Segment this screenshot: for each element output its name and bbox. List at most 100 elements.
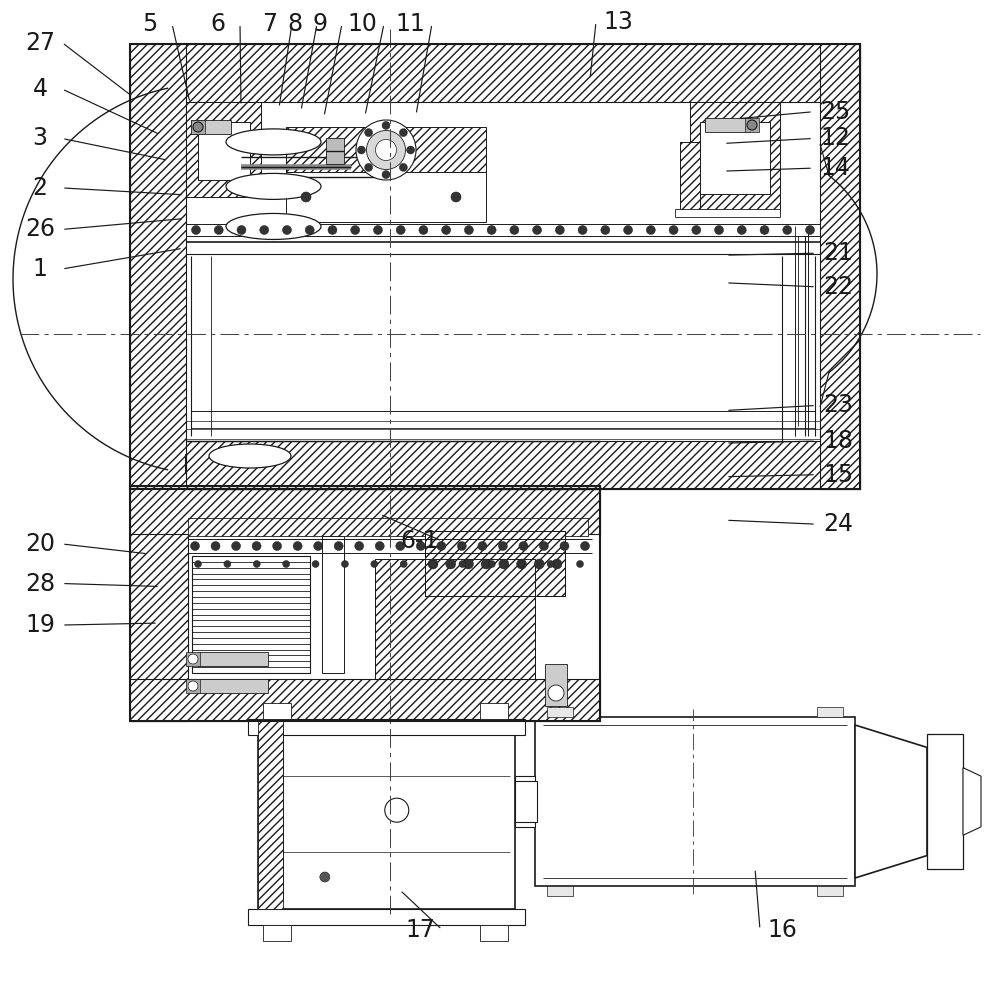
Text: 2: 2 [32,176,48,200]
Circle shape [576,561,584,568]
Circle shape [669,225,678,234]
Circle shape [214,225,223,234]
Circle shape [407,146,415,154]
Bar [186,652,200,666]
Bar [191,120,231,134]
Text: 16: 16 [767,918,797,942]
Text: 28: 28 [25,572,55,595]
Circle shape [396,542,405,551]
Bar [425,531,565,596]
Circle shape [692,225,701,234]
Bar [700,122,770,194]
Text: 25: 25 [820,100,850,124]
Bar [186,102,261,197]
Circle shape [355,542,364,551]
Circle shape [430,561,437,568]
Text: 10: 10 [347,12,377,36]
Circle shape [224,561,231,568]
Bar [198,652,268,666]
Text: 15: 15 [823,463,853,487]
Bar [191,120,205,134]
Circle shape [190,542,200,551]
Circle shape [517,559,527,569]
Text: 1: 1 [33,257,47,281]
Circle shape [463,559,473,569]
Circle shape [419,225,428,234]
Text: 8: 8 [287,12,303,36]
Bar [680,142,700,212]
Bar [263,703,291,719]
Text: 19: 19 [25,613,55,637]
Bar [690,102,780,212]
Text: 21: 21 [823,241,853,265]
Bar [820,44,860,489]
Circle shape [518,561,525,568]
Bar [535,717,855,886]
Circle shape [312,561,319,568]
Circle shape [624,225,633,234]
Circle shape [737,225,746,234]
Circle shape [356,120,416,180]
Text: 23: 23 [823,394,853,417]
Circle shape [382,122,390,130]
Text: 20: 20 [25,532,55,556]
Bar [322,536,344,673]
Circle shape [478,542,487,551]
Bar [130,486,600,721]
Circle shape [371,561,378,568]
Bar [258,719,515,909]
Circle shape [328,225,337,234]
Circle shape [646,225,655,234]
Circle shape [351,225,360,234]
Circle shape [282,225,291,234]
Circle shape [499,559,509,569]
Bar [130,679,600,721]
Circle shape [747,120,757,130]
Circle shape [547,561,554,568]
Circle shape [555,225,564,234]
Text: 7: 7 [262,12,278,36]
Text: 14: 14 [820,156,850,180]
Bar [745,118,759,132]
Bar [705,118,750,132]
Ellipse shape [226,173,321,200]
Circle shape [334,542,343,551]
Bar [817,886,843,896]
Text: 24: 24 [823,512,853,536]
Bar [425,531,565,596]
Circle shape [437,542,446,551]
Circle shape [301,192,311,202]
Circle shape [464,225,473,234]
Circle shape [533,225,542,234]
Text: 11: 11 [395,12,425,36]
Bar [130,441,860,489]
Text: 27: 27 [25,31,55,54]
Circle shape [459,561,466,568]
Circle shape [400,561,407,568]
Bar [547,707,573,717]
Circle shape [314,542,323,551]
Text: 13: 13 [603,10,633,34]
Bar [545,664,567,706]
Circle shape [293,542,302,551]
Circle shape [365,129,373,136]
Ellipse shape [209,444,291,468]
Bar [198,122,250,180]
Bar [263,925,291,941]
Circle shape [552,559,562,569]
Circle shape [192,225,200,234]
Bar [130,44,860,102]
Circle shape [428,559,438,569]
Circle shape [252,542,261,551]
Circle shape [519,542,528,551]
Circle shape [253,561,260,568]
Circle shape [481,559,491,569]
Circle shape [211,542,220,551]
Circle shape [510,225,519,234]
Text: 12: 12 [820,127,850,150]
Circle shape [498,542,507,551]
Text: 6-1: 6-1 [401,529,439,553]
Ellipse shape [226,129,321,155]
Text: 5: 5 [142,12,158,36]
Circle shape [382,170,390,179]
